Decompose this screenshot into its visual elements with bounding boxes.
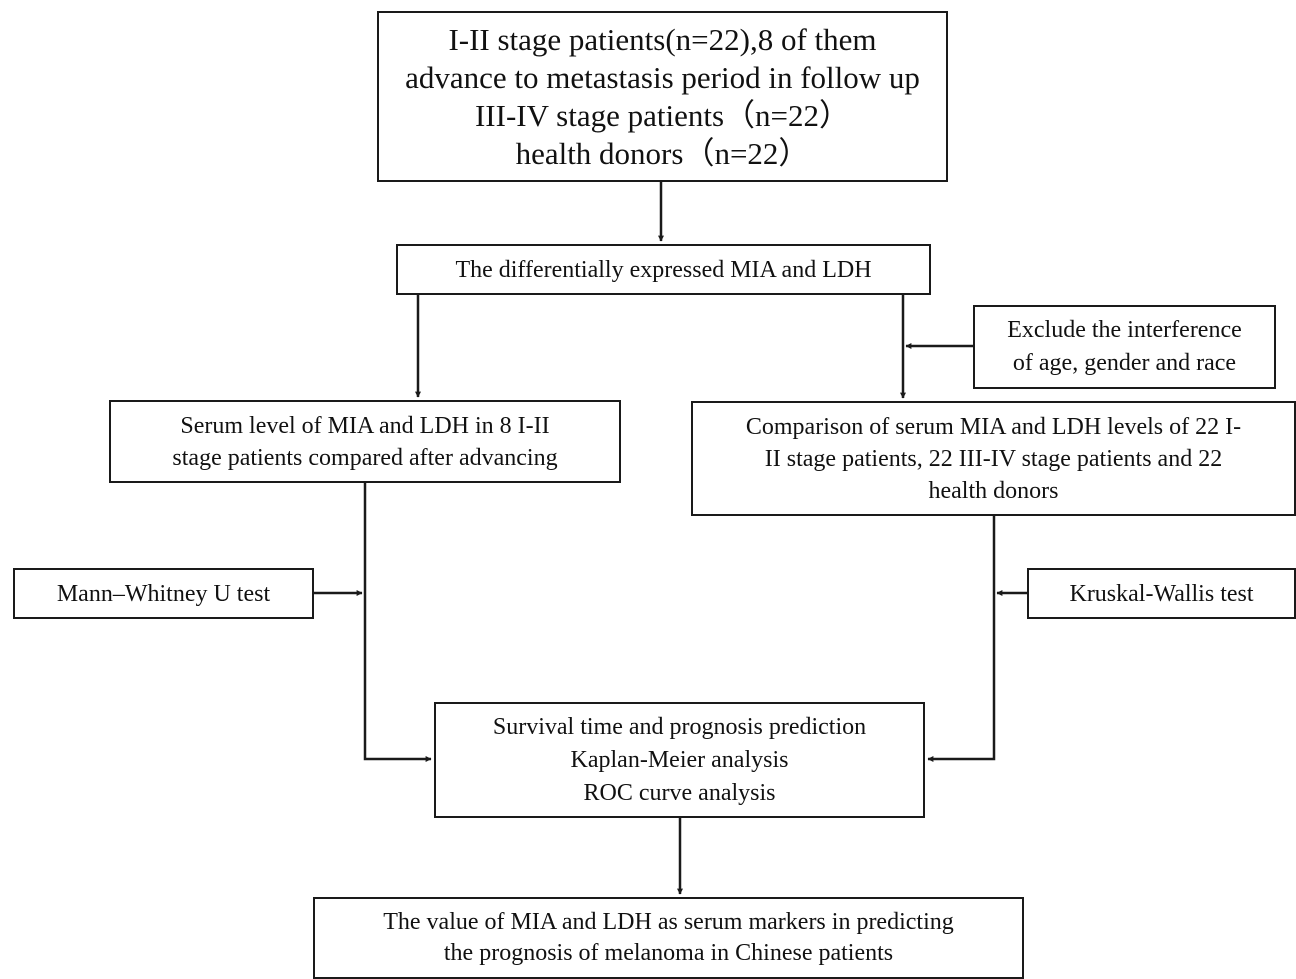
cohort-box: I-II stage patients(n=22),8 of them adva… [377, 11, 948, 182]
survival-line: Kaplan-Meier analysis [570, 746, 789, 773]
differential-expression-box: The differentially expressed MIA and LDH [396, 244, 931, 295]
comparison-line: health donors [928, 477, 1059, 504]
survival-line: Survival time and prognosis prediction [492, 713, 867, 740]
cohort-line: III-IV stage patients（n=22） [474, 97, 851, 133]
kruskal-wallis-label: Kruskal-Wallis test [1069, 580, 1254, 607]
exclude-line: Exclude the interference [1007, 317, 1242, 343]
kruskal-wallis-test-box: Kruskal-Wallis test [1027, 568, 1296, 619]
comparison-line: II stage patients, 22 III-IV stage patie… [764, 445, 1223, 472]
comparison-box: Comparison of serum MIA and LDH levels o… [691, 401, 1296, 516]
mann-whitney-label: Mann–Whitney U test [56, 580, 271, 607]
survival-prediction-box: Survival time and prognosis prediction K… [434, 702, 925, 818]
serum-line: Serum level of MIA and LDH in 8 I-II [180, 412, 550, 439]
survival-line: ROC curve analysis [583, 779, 776, 806]
value-line: the prognosis of melanoma in Chinese pat… [443, 940, 894, 966]
mann-whitney-test-box: Mann–Whitney U test [13, 568, 314, 619]
comparison-line: Comparison of serum MIA and LDH levels o… [745, 413, 1242, 440]
serum-line: stage patients compared after advancing [172, 444, 558, 471]
value-line: The value of MIA and LDH as serum marker… [383, 909, 954, 935]
serum-marker-value-box: The value of MIA and LDH as serum marker… [313, 897, 1024, 979]
arrow-compare-to-survival [927, 516, 996, 762]
cohort-line: advance to metastasis period in follow u… [405, 59, 920, 95]
arrow-serum-to-survival [363, 483, 432, 762]
serum-level-box: Serum level of MIA and LDH in 8 I-II sta… [109, 400, 621, 483]
cohort-line: health donors（n=22） [515, 135, 810, 171]
exclude-interference-box: Exclude the interference of age, gender … [973, 305, 1276, 389]
cohort-line: I-II stage patients(n=22),8 of them [448, 21, 877, 57]
exclude-line: of age, gender and race [1012, 350, 1237, 376]
differential-expression-label: The differentially expressed MIA and LDH [455, 256, 872, 283]
